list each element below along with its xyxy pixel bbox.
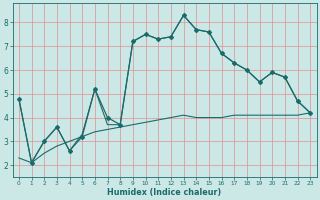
- X-axis label: Humidex (Indice chaleur): Humidex (Indice chaleur): [108, 188, 222, 197]
